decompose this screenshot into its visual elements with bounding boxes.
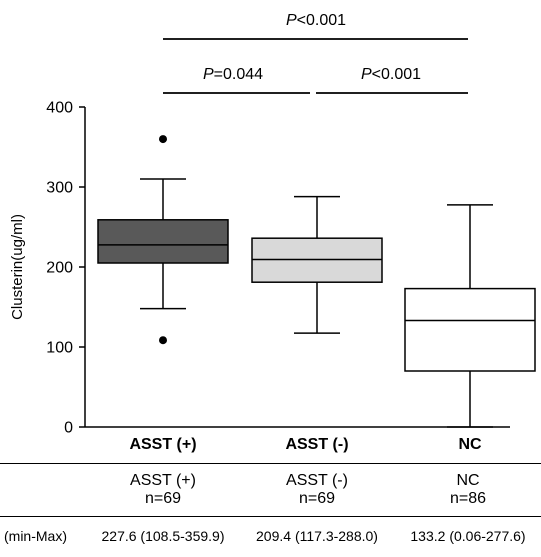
group-n-asst-pos: n=69 <box>144 490 182 507</box>
significance-label: P<0.001 <box>361 66 421 83</box>
stat-asst-pos: 227.6 (108.5-359.9) <box>101 528 225 544</box>
box-0 <box>97 135 229 345</box>
stat-row-label: (min-Max) <box>4 528 67 544</box>
y-tick-label: 300 <box>46 180 73 197</box>
group-n-asst-neg: n=69 <box>298 490 336 507</box>
x-category-label: ASST (-) <box>285 436 348 453</box>
y-axis-label: Clusterin(ug/ml) <box>9 214 26 320</box>
y-tick-label: 400 <box>46 100 73 117</box>
y-tick-label: 100 <box>46 340 73 357</box>
box-plot-chart: 0 100 200 300 400 P<0.001 P=0.044 P<0.001 ASST… <box>9 12 536 453</box>
significance-label: P=0.044 <box>203 66 263 83</box>
y-tick-label: 200 <box>46 260 73 277</box>
iqr-box <box>404 287 536 372</box>
box-2 <box>404 204 536 428</box>
group-name-asst-neg: ASST (-) <box>286 472 348 489</box>
significance-label: P<0.001 <box>286 12 346 29</box>
table-middle-rule <box>0 516 541 517</box>
y-tick-label: 0 <box>64 420 73 437</box>
box-1 <box>251 195 383 334</box>
stat-nc: 133.2 (0.06-277.6) <box>410 528 526 544</box>
group-name-asst-pos: ASST (+) <box>130 472 196 489</box>
group-n-nc: n=86 <box>449 490 487 507</box>
table-top-rule <box>0 463 541 464</box>
x-category-label: NC <box>458 436 482 453</box>
stat-asst-neg: 209.4 (117.3-288.0) <box>256 528 378 544</box>
outlier-point <box>159 135 167 144</box>
iqr-box <box>97 219 229 264</box>
outlier-point <box>159 336 167 345</box>
group-name-nc: NC <box>456 472 480 489</box>
x-category-label: ASST (+) <box>129 436 196 453</box>
